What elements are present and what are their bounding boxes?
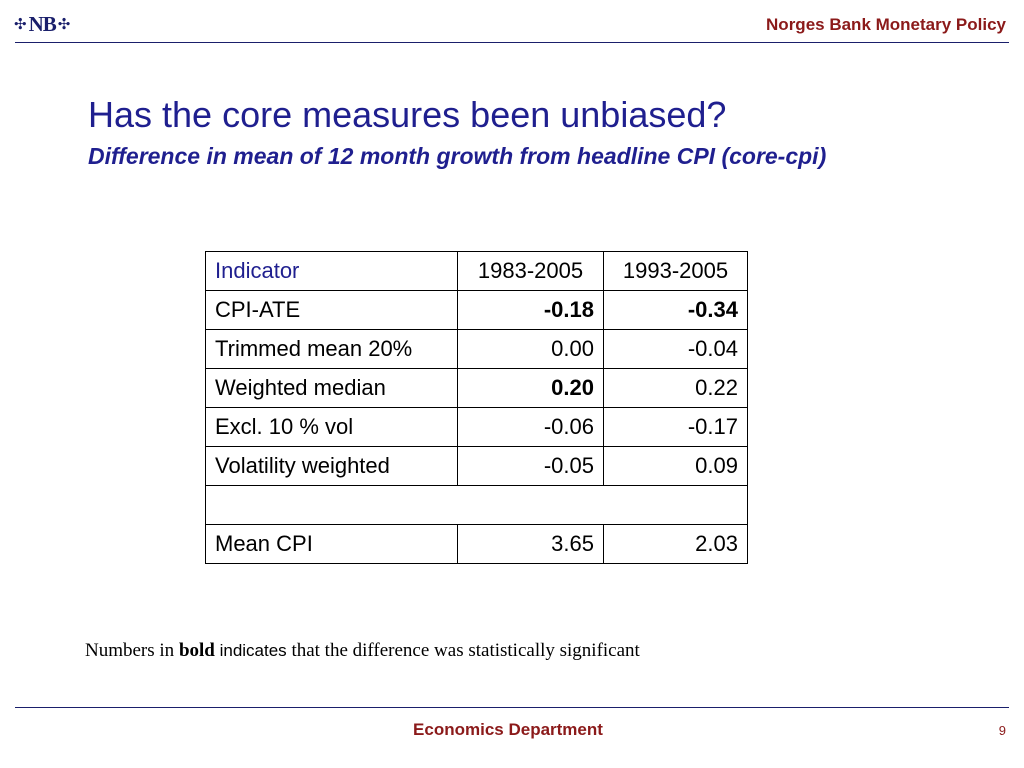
- value-cell: -0.17: [603, 407, 748, 447]
- column-header-indicator: Indicator: [205, 251, 458, 291]
- header-divider: [15, 42, 1009, 43]
- logo-text: NB: [28, 11, 57, 36]
- note-suffix: that the difference was statistically si…: [286, 640, 640, 661]
- significance-note: Numbers in bold indicates that the diffe…: [85, 640, 640, 662]
- note-prefix: Numbers in: [85, 640, 179, 661]
- table-row-mean-cpi: Mean CPI 3.65 2.03: [205, 524, 748, 564]
- value-cell: -0.05: [457, 446, 604, 486]
- table-row: Volatility weighted -0.05 0.09: [205, 446, 748, 486]
- slide-title: Has the core measures been unbiased?: [88, 94, 727, 135]
- indicator-cell: CPI-ATE: [205, 290, 458, 330]
- value-cell: 0.00: [457, 329, 604, 369]
- results-table: Indicator 1983-2005 1993-2005 CPI-ATE -0…: [205, 251, 748, 564]
- table-row: CPI-ATE -0.18 -0.34: [205, 290, 748, 330]
- footer-department: Economics Department: [413, 720, 603, 739]
- indicator-cell: Trimmed mean 20%: [205, 329, 458, 369]
- note-bold-word: bold: [178, 640, 215, 661]
- note-middle: indicates: [214, 641, 287, 660]
- table-row: Weighted median 0.20 0.22: [205, 368, 748, 408]
- indicator-cell: Mean CPI: [205, 524, 458, 564]
- slide-subtitle: Difference in mean of 12 month growth fr…: [88, 143, 827, 169]
- value-cell: -0.18: [457, 290, 604, 330]
- value-cell: -0.04: [603, 329, 748, 369]
- table-row: Trimmed mean 20% 0.00 -0.04: [205, 329, 748, 369]
- ornament-right-icon: ✣: [57, 15, 71, 33]
- value-cell: 0.20: [457, 368, 604, 408]
- value-cell: 0.22: [603, 368, 748, 408]
- norges-bank-logo: ✣ NB ✣: [14, 12, 70, 36]
- footer-divider: [15, 707, 1009, 708]
- value-cell: -0.06: [457, 407, 604, 447]
- value-cell: -0.34: [603, 290, 748, 330]
- header-title: Norges Bank Monetary Policy: [766, 15, 1006, 34]
- value-cell: 2.03: [603, 524, 748, 564]
- value-cell: 3.65: [457, 524, 604, 564]
- indicator-cell: Weighted median: [205, 368, 458, 408]
- ornament-left-icon: ✣: [14, 15, 27, 33]
- page-number: 9: [998, 723, 1006, 738]
- table-row: Excl. 10 % vol -0.06 -0.17: [205, 407, 748, 447]
- empty-separator-row: [205, 485, 748, 525]
- table-header-row: Indicator 1983-2005 1993-2005: [205, 251, 748, 291]
- empty-cell: [205, 485, 748, 525]
- value-cell: 0.09: [603, 446, 748, 486]
- column-header-1983-2005: 1983-2005: [457, 251, 604, 291]
- column-header-1993-2005: 1993-2005: [603, 251, 748, 291]
- indicator-cell: Excl. 10 % vol: [205, 407, 458, 447]
- indicator-cell: Volatility weighted: [205, 446, 458, 486]
